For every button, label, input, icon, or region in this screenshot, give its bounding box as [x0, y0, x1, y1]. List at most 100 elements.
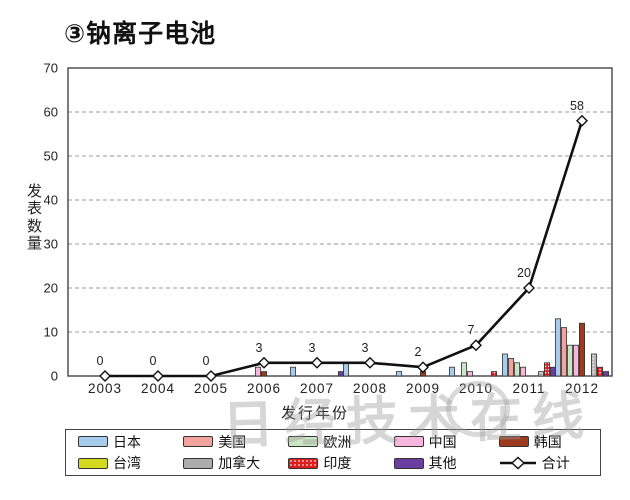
chart-title: ③钠离子电池 [64, 20, 217, 48]
legend-item-美国: 美国 [175, 432, 280, 452]
total-value-label: 58 [570, 99, 584, 113]
bar-韩国-2012 [579, 322, 586, 377]
bar-美国-2011 [507, 357, 514, 377]
legend-swatch-其他 [393, 457, 424, 469]
y-tick-label: 0 [51, 369, 58, 384]
legend-item-欧洲: 欧洲 [280, 432, 385, 452]
bar-其他-2007 [337, 371, 344, 377]
total-value-label: 20 [517, 266, 531, 280]
legend-swatch-韩国 [498, 436, 529, 448]
bar-中国-2011 [520, 366, 527, 377]
bar-中国-2012 [573, 344, 580, 377]
bar-印度-2010 [490, 371, 497, 377]
bar-加拿大-2012 [591, 353, 598, 377]
x-tick-label: 2011 [512, 381, 545, 396]
total-marker-2008 [364, 356, 376, 369]
bar-中国-2010 [466, 371, 473, 377]
total-value-label: 0 [97, 354, 104, 368]
bar-日本-2008 [342, 362, 349, 377]
legend-swatch-美国 [183, 436, 214, 448]
y-tick-label: 60 [44, 105, 58, 120]
x-tick-label: 2009 [406, 381, 440, 396]
legend-label: 韩国 [533, 433, 562, 450]
legend-label: 美国 [218, 433, 247, 450]
total-value-label: 0 [150, 354, 157, 368]
total-marker-2005 [205, 370, 217, 382]
legend-swatch-日本 [78, 436, 108, 448]
total-line [105, 120, 584, 378]
bar-欧洲-2010 [460, 362, 467, 377]
total-value-label: 2 [415, 345, 422, 359]
y-tick-label: 10 [44, 325, 58, 340]
x-tick-label: 2005 [194, 381, 228, 396]
legend-swatch-台湾 [78, 457, 108, 469]
total-value-label: 3 [256, 341, 263, 355]
bar-印度-2012 [597, 366, 604, 377]
legend-label: 欧洲 [323, 433, 352, 450]
bar-日本-2007 [289, 366, 296, 377]
bar-韩国-2006 [260, 371, 267, 377]
x-tick-label: 2006 [247, 381, 281, 396]
bar-欧洲-2011 [514, 362, 521, 377]
bar-欧洲-2012 [567, 344, 574, 377]
legend-item-日本: 日本 [70, 432, 175, 452]
legend-item-合计: 合计 [491, 453, 596, 473]
bar-日本-2012 [555, 318, 562, 377]
y-tick-label: 30 [44, 237, 58, 252]
legend-swatch-中国 [393, 436, 424, 448]
legend-item-中国: 中国 [386, 432, 491, 452]
legend-item-其他: 其他 [386, 453, 491, 473]
total-marker-2012 [576, 114, 588, 127]
x-tick-label: 2008 [353, 381, 387, 396]
total-marker-2006 [258, 356, 270, 369]
total-value-label: 3 [309, 341, 316, 355]
y-axis-label: 发表数量 [27, 183, 43, 252]
total-marker-2009 [417, 361, 429, 374]
legend-swatch-欧洲 [288, 436, 319, 448]
bar-印度-2011 [544, 362, 551, 377]
legend-swatch-加拿大 [183, 457, 214, 469]
total-marker-2007 [311, 356, 323, 369]
total-marker-2010 [470, 339, 482, 352]
legend-item-韩国: 韩国 [491, 432, 596, 452]
y-tick-label: 50 [44, 149, 58, 164]
bar-其他-2012 [603, 371, 610, 377]
x-tick-label: 2010 [459, 381, 493, 396]
legend-item-印度: 印度 [280, 453, 385, 473]
bar-日本-2010 [448, 366, 455, 377]
legend-label: 合计 [541, 455, 570, 472]
legend-label: 印度 [323, 455, 352, 472]
x-tick-label: 2007 [300, 381, 334, 396]
legend-label: 台湾 [113, 455, 141, 472]
legend: 日本 美国 欧洲 中国 韩国台湾 加拿大 印度 其他 合计 [65, 429, 601, 476]
y-tick-label: 70 [44, 61, 58, 76]
y-tick-label: 40 [44, 193, 58, 208]
x-tick-label: 2004 [141, 381, 175, 396]
legend-swatch-印度 [288, 457, 319, 469]
x-tick-label: 2012 [565, 381, 599, 396]
x-tick-label: 2003 [88, 381, 122, 396]
legend-label: 日本 [113, 433, 141, 450]
legend-label: 其他 [428, 455, 457, 472]
plot-border [67, 67, 613, 377]
x-axis-label: 发行年份 [280, 405, 349, 422]
legend-label: 中国 [428, 433, 457, 450]
total-value-label: 3 [362, 341, 369, 355]
y-tick-label: 20 [44, 281, 58, 296]
bar-美国-2012 [561, 327, 568, 377]
bar-中国-2006 [254, 366, 261, 377]
total-marker-2004 [152, 370, 164, 382]
total-marker-2003 [99, 370, 111, 382]
total-line-icon [499, 456, 536, 470]
bar-日本-2011 [501, 353, 508, 377]
legend-item-加拿大: 加拿大 [175, 453, 280, 473]
legend-label: 加拿大 [218, 455, 261, 472]
legend-item-台湾: 台湾 [70, 453, 175, 473]
total-marker-2011 [523, 282, 535, 294]
total-value-label: 7 [468, 323, 475, 337]
bar-加拿大-2011 [538, 371, 545, 377]
bar-日本-2009 [395, 371, 402, 377]
total-value-label: 0 [203, 354, 210, 368]
